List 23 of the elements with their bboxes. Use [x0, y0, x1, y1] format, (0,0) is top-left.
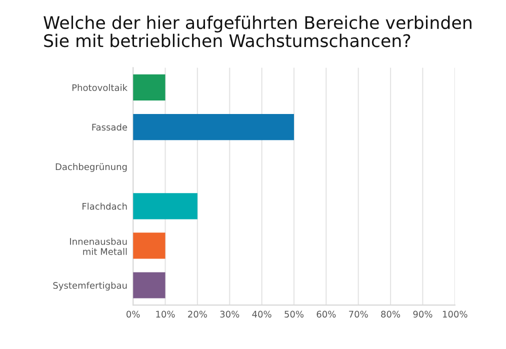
- x-tick-label: 60%: [316, 310, 336, 318]
- y-tick-label: Flachdach: [82, 202, 127, 210]
- y-tick-label: Fassade: [92, 124, 128, 131]
- bar: [133, 232, 166, 259]
- x-tick-label: 40%: [252, 310, 272, 318]
- x-tick-label: 30%: [220, 310, 240, 318]
- bar: [133, 193, 198, 220]
- x-tick-label: 70%: [349, 310, 368, 318]
- x-tick-label: 100%: [442, 310, 468, 318]
- x-tick-label: 0%: [126, 310, 140, 318]
- x-tick-label: 20%: [188, 310, 207, 318]
- bar: [133, 74, 166, 101]
- x-tick-label: 50%: [284, 310, 304, 318]
- x-tick-label: 80%: [381, 310, 400, 318]
- y-tick-label: Innenausbau mit Metall: [70, 238, 127, 255]
- x-tick-label: 10%: [156, 310, 175, 318]
- bar: [133, 272, 166, 298]
- bar: [133, 114, 294, 140]
- y-tick-label: Photovoltaik: [72, 84, 128, 92]
- y-tick-label: Systemfertigbau: [53, 282, 127, 291]
- x-tick-label: 90%: [413, 310, 432, 318]
- chart-title: Welche der hier aufgeführten Bereiche verbinden Sie mit betrieblichen Wachstumschancen?: [44, 16, 472, 48]
- y-tick-label: Dachbegrünung: [56, 163, 127, 172]
